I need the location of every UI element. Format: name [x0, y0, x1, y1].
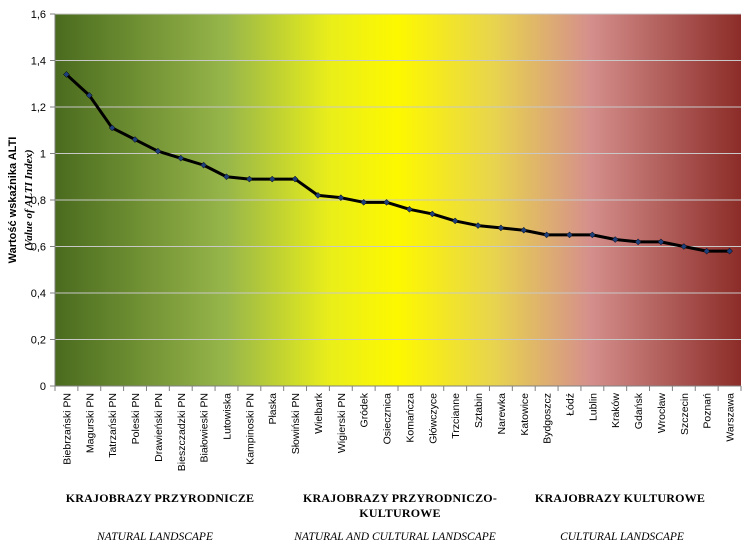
data-point	[268, 175, 276, 183]
x-tick-label: Główczyce	[427, 393, 439, 444]
x-tick-label: Lublin	[587, 393, 599, 421]
data-point	[566, 231, 573, 239]
x-tick-label: Bieszczadzki PN	[176, 393, 188, 471]
group-label-natural-en: NATURAL LANDSCAPE	[97, 531, 213, 543]
x-tick-label: Płaska	[267, 393, 279, 425]
y-tick-label: 1,6	[31, 9, 46, 21]
data-point	[246, 175, 253, 183]
x-tick-label: Drawieński PN	[153, 393, 165, 462]
y-tick-label: 0,4	[31, 288, 46, 300]
data-point	[703, 247, 711, 255]
x-tick-label: Narewka	[496, 393, 508, 435]
data-point	[406, 205, 413, 213]
x-tick-label: Wigierski PN	[336, 393, 348, 453]
group-label-mixed-pl: KRAJOBRAZY PRZYRODNICZO- KULTUROWE	[302, 491, 498, 520]
y-axis-title: Wartość wskaźnika ALTI	[7, 137, 19, 264]
x-tick-label: Biebrzański PN	[61, 393, 73, 465]
group-label-cultural-en: CULTURAL LANDSCAPE	[560, 531, 684, 543]
x-tick-label: Kraków	[610, 393, 622, 428]
x-tick-label: Bydgoszcz	[542, 393, 554, 444]
y-tick-label: 0,2	[31, 335, 46, 347]
data-point	[360, 198, 368, 206]
data-point	[428, 210, 436, 218]
data-point	[634, 238, 642, 246]
x-tick-label: Trzcianne	[450, 393, 462, 439]
data-point	[611, 236, 619, 243]
data-point	[131, 136, 139, 143]
data-point	[680, 243, 688, 250]
data-point	[589, 231, 596, 239]
group-label-mixed-en: NATURAL AND CULTURAL LANDSCAPE	[294, 531, 496, 543]
y-tick-label: 1	[40, 149, 46, 161]
x-tick-label: Katowice	[519, 393, 531, 436]
x-tick-label: Kampinoski PN	[244, 393, 256, 465]
y-tick-label: 0,6	[31, 242, 46, 254]
x-tick-label: Magurski PN	[84, 393, 96, 453]
x-tick-label: Wielbark	[313, 392, 325, 434]
x-tick-label: Szczecin	[679, 393, 691, 435]
x-tick-label: Gródek	[359, 392, 371, 427]
data-point	[108, 124, 116, 132]
y-tick-label: 1,4	[31, 56, 46, 68]
group-label-natural-pl: KRAJOBRAZY PRZYRODNICZE	[65, 491, 255, 505]
data-point	[543, 231, 550, 239]
data-point	[314, 191, 322, 199]
data-point	[451, 217, 459, 225]
x-tick-label: Warszawa	[725, 393, 737, 442]
x-tick-label: Białowieski PN	[199, 393, 211, 462]
y-tick-label: 0	[40, 381, 46, 393]
x-tick-label: Wrocław	[656, 393, 668, 433]
data-point	[520, 226, 528, 234]
x-tick-label: Gdańsk	[633, 392, 645, 429]
y-tick-label: 1,2	[31, 102, 46, 114]
x-tick-label: Komańcza	[404, 393, 416, 443]
data-point	[85, 92, 93, 99]
data-point	[383, 198, 390, 206]
data-point	[154, 147, 162, 155]
data-point	[223, 173, 230, 181]
data-point	[497, 224, 505, 232]
data-point	[63, 71, 70, 78]
data-point	[474, 222, 482, 229]
x-tick-label: Słowiński PN	[290, 393, 302, 454]
data-point	[200, 161, 207, 169]
data-point	[177, 154, 185, 162]
x-tick-label: Poleski PN	[130, 393, 142, 444]
data-point	[726, 247, 733, 255]
data-point	[657, 238, 665, 246]
x-tick-label: Poznań	[702, 393, 714, 429]
data-point	[291, 175, 299, 183]
data-point	[337, 194, 345, 202]
y-tick-label: 0,8	[31, 195, 46, 207]
x-tick-label: Lutowiska	[222, 393, 234, 440]
x-tick-label: Osiecznica	[382, 393, 394, 445]
x-tick-label: Łódź	[565, 393, 577, 416]
y-axis-subtitle: (Value of ALTI Index)	[23, 149, 35, 250]
group-label-cultural-pl: KRAJOBRAZY KULTUROWE	[534, 491, 706, 505]
x-tick-label: Sztabin	[473, 393, 485, 428]
x-tick-label: Tatrzański PN	[107, 393, 119, 458]
series-line	[65, 73, 730, 253]
